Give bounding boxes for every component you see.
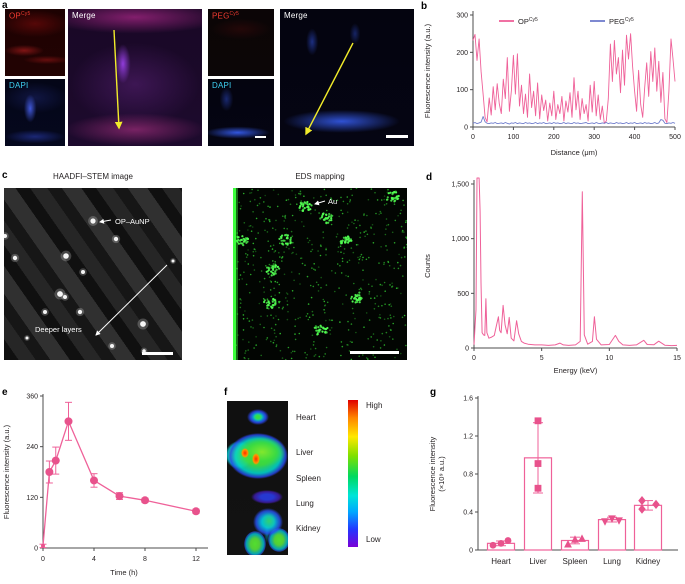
panel-b-line-chart: 0 100 200 300 0 100 200 300 400 500 OPCy5 PEGCy5 Flu… [423,11,681,157]
svg-text:0: 0 [464,125,468,132]
svg-text:0: 0 [469,548,473,555]
svg-text:Spleen: Spleen [563,557,588,566]
panel-c-letter: c [2,170,8,181]
svg-text:Fluorescence intensity: Fluorescence intensity [428,436,437,511]
merge-label: Merge [284,11,308,20]
svg-text:1.2: 1.2 [463,434,473,441]
svg-text:Au: Au [328,197,337,206]
colorbar [348,400,358,547]
svg-text:100: 100 [456,87,468,94]
panel-a-merge-left-image: Merge [68,9,202,146]
svg-text:360: 360 [26,394,38,401]
svg-text:0: 0 [472,355,476,362]
svg-text:200: 200 [548,134,560,141]
svg-text:4: 4 [92,556,96,563]
eds-title: EDS mapping [295,172,345,181]
svg-text:8: 8 [143,556,147,563]
svg-text:12: 12 [192,556,200,563]
svg-text:5: 5 [540,355,544,362]
panel-a-dapi-right-image: DAPI [208,79,274,146]
stem-image: OP–AuNP Deeper layers [4,188,182,360]
svg-text:(×10⁹ a.u.): (×10⁹ a.u.) [437,456,446,492]
svg-text:0: 0 [471,134,475,141]
svg-text:120: 120 [26,495,38,502]
svg-text:500: 500 [669,134,681,141]
merge-label: Merge [72,11,96,20]
svg-text:1,000: 1,000 [451,236,469,243]
svg-text:Liver: Liver [529,557,547,566]
deeper-layers-label: Deeper layers [35,325,82,334]
svg-text:0: 0 [34,546,38,553]
dapi-label: DAPI [212,81,232,90]
svg-text:300: 300 [588,134,600,141]
svg-text:Fluorescence intensity (a.u.): Fluorescence intensity (a.u.) [2,424,11,519]
svg-text:Time (h): Time (h) [110,568,138,577]
svg-text:240: 240 [26,444,38,451]
panel-d-spectrum-chart: 0 500 1,000 1,500 0 5 10 15 Counts Energy (keV) [423,177,681,375]
svg-text:PEGCy5: PEGCy5 [609,17,634,26]
panel-b-letter: b [421,1,428,12]
organ-label-spleen: Spleen [296,474,321,483]
svg-text:Energy (keV): Energy (keV) [554,366,598,375]
svg-text:Lung: Lung [603,557,621,566]
organ-label-liver: Liver [296,448,314,457]
svg-text:Distance (μm): Distance (μm) [551,148,598,157]
svg-text:0.4: 0.4 [463,510,473,517]
panel-e-letter: e [2,387,8,398]
stem-overlay: OP–AuNP Deeper layers [4,216,176,355]
organ-label-heart: Heart [296,413,316,422]
panel-a-letter: a [2,0,8,11]
scale-bar [386,135,408,138]
eds-image: Au [233,188,407,360]
panel-a-op-image: OPCy5 [5,9,65,76]
svg-text:10: 10 [605,355,613,362]
svg-text:15: 15 [673,355,681,362]
svg-text:Heart: Heart [491,557,511,566]
svg-text:Fluorescence intensity (a.u.): Fluorescence intensity (a.u.) [423,23,432,118]
eds-overlay: Au [233,188,407,360]
stem-title: HAADFI–STEM image [52,172,134,181]
colorbar-low-label: Low [366,535,381,544]
svg-text:Counts: Counts [423,254,432,278]
organ-label-kidney: Kidney [296,524,321,533]
panel-e-time-course-chart: 0 120 240 360 0 4 8 12 Fluorescence intensity (a… [2,394,208,577]
svg-text:300: 300 [456,13,468,20]
svg-text:500: 500 [457,291,469,298]
organ-label-lung: Lung [296,499,314,508]
svg-text:0.8: 0.8 [463,472,473,479]
panel-a-dapi-left-image: DAPI [5,79,65,146]
svg-text:400: 400 [629,134,641,141]
svg-text:0: 0 [465,346,469,353]
panel-f-letter: f [224,387,228,398]
dapi-label: DAPI [9,81,29,90]
svg-text:200: 200 [456,50,468,57]
svg-text:100: 100 [508,134,520,141]
organ-fluorescence-image [227,401,288,555]
colorbar-high-label: High [366,401,383,410]
svg-text:1,500: 1,500 [451,182,469,189]
panel-d-letter: d [426,172,433,183]
panel-g-bar-chart: 0 0.4 0.8 1.2 1.6 Heart Liver Spleen Lung Kidney F… [428,396,678,566]
svg-text:Kidney: Kidney [636,557,660,566]
op-aunp-label: OP–AuNP [115,217,150,226]
panel-g-letter: g [430,387,437,398]
panel-a-peg-image: PEGCy5 [208,9,274,76]
scale-bar [255,135,266,138]
svg-text:OPCy5: OPCy5 [518,17,538,26]
merge-left-arrow-icon [113,29,123,130]
peg-cy5-label: PEGCy5 [212,11,239,21]
panel-a-merge-right-image: Merge [280,9,414,146]
svg-text:1.6: 1.6 [463,396,473,403]
merge-right-arrow-icon [305,42,354,136]
svg-text:0: 0 [41,556,45,563]
op-cy5-label: OPCy5 [9,11,31,21]
